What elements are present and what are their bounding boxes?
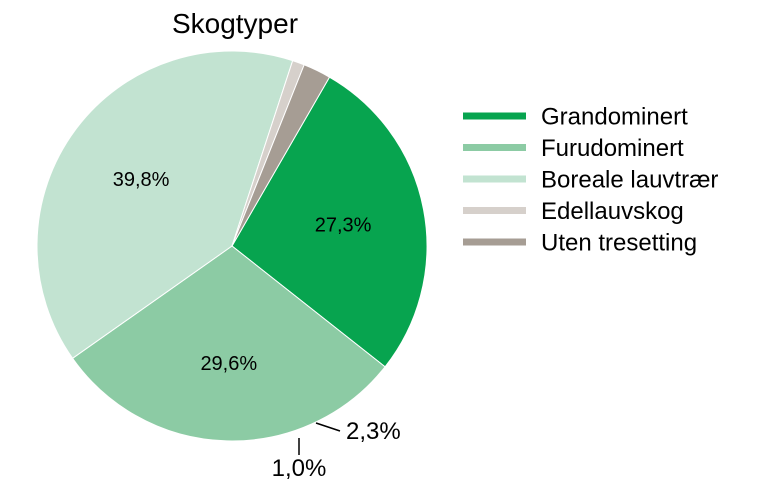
legend-label-uten-tresetting: Uten tresetting (541, 230, 697, 257)
legend-swatch-boreale-lauvtraer (463, 175, 526, 183)
legend-swatch-furudominert (463, 144, 526, 151)
legend-label-boreale-lauvtraer: Boreale lauvtrær (541, 167, 718, 194)
leader-line-uten-tresetting (315, 422, 341, 432)
legend-label-furudominert: Furudominert (541, 135, 684, 162)
legend-label-grandominert: Grandominert (541, 104, 688, 131)
legend-swatch-edellauvskog (463, 207, 526, 214)
pie-slice-uten-tresetting (231, 64, 331, 247)
slice-labels: 27,3% 29,6% 39,8% 1,0% 2,3% (113, 169, 401, 482)
slice-label-furudominert: 29,6% (200, 353, 257, 375)
pie-slice-furudominert (71, 245, 386, 442)
slice-label-grandominert: 27,3% (315, 215, 372, 237)
pie-slice-grandominert (231, 76, 428, 368)
slice-label-edellauvskog: 1,0% (272, 455, 327, 482)
legend-swatch-grandominert (463, 112, 526, 120)
pie-slices (36, 50, 428, 442)
pie-slice-boreale-lauvtraer (36, 50, 294, 359)
legend-label-edellauvskog: Edellauvskog (541, 198, 684, 225)
legend-swatch-uten-tresetting (463, 238, 526, 246)
slice-label-uten-tresetting: 2,3% (346, 418, 401, 445)
chart-title: Skogtyper (172, 8, 298, 39)
legend: Grandominert Furudominert Boreale lauvtrær… (463, 104, 718, 257)
slice-label-boreale-lauvtraer: 39,8% (113, 169, 170, 191)
